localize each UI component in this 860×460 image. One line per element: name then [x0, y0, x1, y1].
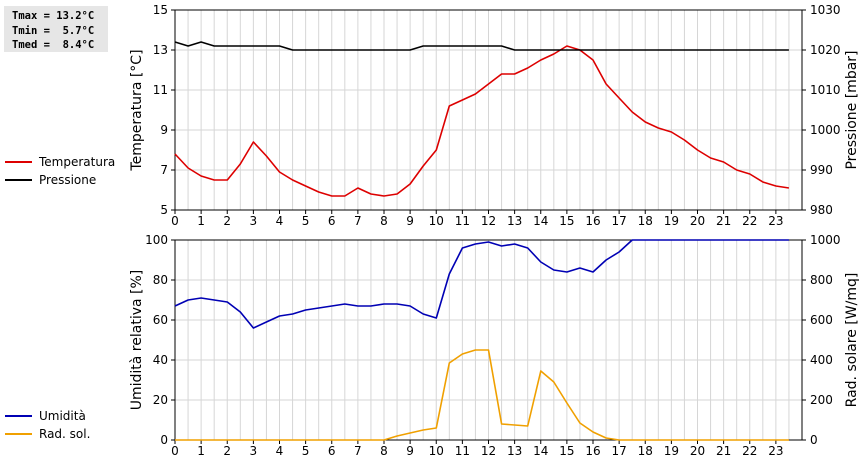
y-tick-label: 80 [153, 273, 168, 287]
y-axis-right-label: Pressione [mbar] [844, 50, 860, 169]
plot-frame [174, 9, 803, 211]
x-tick-label: 16 [585, 444, 600, 458]
x-tick-label: 5 [302, 444, 310, 458]
x-tick-label: 23 [768, 444, 783, 458]
y-tick-label: 7 [160, 163, 168, 177]
legend-label: Pressione [39, 173, 96, 187]
x-tick-label: 16 [585, 214, 600, 228]
x-tick-label: 4 [276, 214, 284, 228]
y-right-tick-label: 600 [810, 313, 833, 327]
x-tick-label: 8 [380, 444, 388, 458]
x-tick-label: 1 [197, 444, 205, 458]
x-tick-label: 8 [380, 214, 388, 228]
x-tick-label: 14 [533, 444, 548, 458]
y-right-tick-label: 1020 [810, 43, 841, 57]
x-tick-label: 17 [611, 214, 626, 228]
y-right-tick-label: 800 [810, 273, 833, 287]
tmed-stat: Tmed = 8.4°C [12, 39, 95, 51]
y-tick-label: 0 [160, 433, 168, 447]
x-tick-label: 19 [664, 444, 679, 458]
y-axis-label: Temperatura [°C] [129, 49, 145, 171]
tmax-stat: Tmax = 13.2°C [12, 10, 95, 22]
y-tick-label: 5 [160, 203, 168, 217]
series-line-pressione [174, 41, 789, 51]
y-tick-label: 9 [160, 123, 168, 137]
x-tick-label: 20 [690, 214, 705, 228]
x-tick-label: 7 [354, 214, 362, 228]
x-tick-label: 15 [559, 444, 574, 458]
x-tick-label: 21 [716, 444, 731, 458]
y-right-tick-label: 1000 [810, 123, 841, 137]
x-tick-label: 4 [276, 444, 284, 458]
x-tick-label: 7 [354, 444, 362, 458]
x-tick-label: 21 [716, 214, 731, 228]
x-tick-label: 12 [481, 444, 496, 458]
legend-label: Rad. sol. [39, 427, 90, 441]
y-right-tick-label: 200 [810, 393, 833, 407]
y-right-tick-label: 980 [810, 203, 833, 217]
temperature-stats-box: Tmax = 13.2°C Tmin = 5.7°C Tmed = 8.4°C [4, 6, 108, 52]
x-tick-label: 9 [406, 444, 414, 458]
y-tick-label: 11 [153, 83, 168, 97]
y-right-tick-label: 990 [810, 163, 833, 177]
y-tick-label: 20 [153, 393, 168, 407]
x-tick-label: 22 [742, 214, 757, 228]
y-axis-label: Umidità relativa [%] [129, 270, 145, 411]
x-tick-label: 0 [171, 444, 179, 458]
y-right-tick-label: 1010 [810, 83, 841, 97]
x-tick-label: 3 [250, 214, 258, 228]
x-tick-label: 10 [429, 214, 444, 228]
x-tick-label: 0 [171, 214, 179, 228]
y-tick-label: 13 [153, 43, 168, 57]
x-tick-label: 3 [250, 444, 258, 458]
x-tick-label: 15 [559, 214, 574, 228]
legend-label: Temperatura [38, 155, 115, 169]
y-tick-label: 60 [153, 313, 168, 327]
x-tick-label: 9 [406, 214, 414, 228]
series-line-temperatura [174, 45, 790, 197]
x-tick-label: 13 [507, 214, 522, 228]
tmin-stat: Tmin = 5.7°C [12, 24, 95, 37]
x-tick-label: 2 [223, 444, 231, 458]
y-tick-label: 15 [153, 3, 168, 17]
plot-frame [174, 239, 803, 441]
series-line-umidit [174, 239, 789, 329]
x-tick-label: 14 [533, 214, 548, 228]
x-tick-label: 5 [302, 214, 310, 228]
series-line-rad-sol [175, 349, 789, 441]
x-tick-label: 6 [328, 214, 336, 228]
x-tick-label: 20 [690, 444, 705, 458]
legend-label: Umidità [39, 409, 86, 423]
y-axis-right-label: Rad. solare [W/mq] [844, 273, 860, 408]
y-right-tick-label: 400 [810, 353, 833, 367]
y-right-tick-label: 1000 [810, 233, 841, 247]
y-right-tick-label: 0 [810, 433, 818, 447]
x-tick-label: 2 [223, 214, 231, 228]
x-tick-label: 11 [455, 214, 470, 228]
x-tick-label: 6 [328, 444, 336, 458]
x-tick-label: 10 [429, 444, 444, 458]
x-tick-label: 22 [742, 444, 757, 458]
x-tick-label: 11 [455, 444, 470, 458]
x-tick-label: 18 [638, 444, 653, 458]
y-tick-label: 100 [145, 233, 168, 247]
y-right-tick-label: 1030 [810, 3, 841, 17]
x-tick-label: 13 [507, 444, 522, 458]
x-tick-label: 19 [664, 214, 679, 228]
x-tick-label: 23 [768, 214, 783, 228]
x-tick-label: 18 [638, 214, 653, 228]
x-tick-label: 12 [481, 214, 496, 228]
y-tick-label: 40 [153, 353, 168, 367]
x-tick-label: 17 [611, 444, 626, 458]
x-tick-label: 1 [197, 214, 205, 228]
